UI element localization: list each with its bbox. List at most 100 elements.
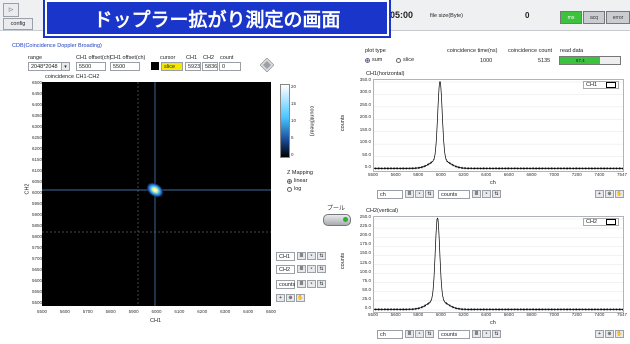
- counts-precision-icon[interactable]: ⁹: [307, 280, 316, 288]
- pool-toggle-button[interactable]: [323, 214, 351, 226]
- run-button[interactable]: ▷: [3, 3, 19, 17]
- pan-tool-icon[interactable]: ✋: [296, 294, 305, 302]
- ch1-x-tick: 7400: [594, 172, 605, 177]
- zmapping-linear-radio[interactable]: [287, 178, 292, 184]
- heatmap-y-tick: 5500: [31, 300, 42, 305]
- ch2-y-tick: 175.0: [359, 241, 371, 247]
- ch1-cursor-value-field: 5923: [185, 62, 201, 71]
- heatmap-ylabel: CH2: [24, 183, 31, 195]
- heatmap-y-tick: 5900: [31, 212, 42, 217]
- ch2-spectrum-plot[interactable]: [373, 216, 624, 313]
- zoom-tool-icon[interactable]: ⊕: [286, 294, 295, 302]
- ch1-x-ticks: 5500 5600 5800 6000 6200 6400 6600 6800 7000 7200…: [368, 172, 627, 180]
- ch2-zoom-icon[interactable]: ⊕: [605, 330, 614, 338]
- page-banner-title: ドップラー拡がり測定の画面: [45, 0, 389, 36]
- ch1-y-ticks: 350.0 300.0 250.0 200.0 150.0 100.0 50.0 0.0: [345, 77, 371, 173]
- ch1-scale-field[interactable]: CH1: [276, 252, 295, 261]
- plot-type-slice-radio[interactable]: [396, 57, 401, 63]
- ch1-autoscale-icon[interactable]: ⇅: [317, 252, 326, 260]
- heatmap-y-ticks: 6500 6450 6400 6350 6300 6250 6200 6150 6100 6050…: [31, 78, 43, 308]
- cursor-move-icon[interactable]: [259, 57, 275, 73]
- ch2-plot-title: CH2(vertical): [366, 208, 399, 214]
- ch2-y-tick: 225.0: [359, 223, 371, 229]
- cursor-color-swatch[interactable]: [151, 62, 159, 70]
- heatmap-x-tick: 6500: [265, 309, 277, 314]
- ch2-offset-input[interactable]: 5500: [110, 62, 140, 71]
- plot-type-slice-option[interactable]: slice: [396, 57, 414, 63]
- ch2-y-scale-field[interactable]: counts: [438, 330, 470, 339]
- ch2-y-tick: 125.0: [359, 259, 371, 265]
- ch2-y-format-icon[interactable]: ≣: [472, 330, 481, 338]
- range-dropdown-icon[interactable]: ▾: [61, 62, 70, 71]
- ch2-y-autoscale-icon[interactable]: ⇅: [492, 330, 501, 338]
- ch2-precision-icon[interactable]: ⁹: [307, 265, 316, 273]
- ch1-y-format-icon[interactable]: ≣: [472, 190, 481, 198]
- ch2-x-precision-icon[interactable]: ⁹: [415, 330, 424, 338]
- ch1-x-scale-field[interactable]: ch: [377, 190, 403, 199]
- ch1-pan-icon[interactable]: ✋: [615, 190, 624, 198]
- zmapping-linear-label: linear: [294, 178, 308, 184]
- ch1-legend[interactable]: CH1: [583, 81, 619, 89]
- ch2-x-format-icon[interactable]: ≣: [405, 330, 414, 338]
- ch1-x-format-icon[interactable]: ≣: [405, 190, 414, 198]
- ch1-x-autoscale-icon[interactable]: ⇅: [425, 190, 434, 198]
- ch2-x-tick: 6800: [526, 312, 537, 317]
- zmapping-log-radio[interactable]: [287, 186, 292, 192]
- read-data-label: read data: [560, 48, 584, 54]
- coincidence-peak: [145, 181, 165, 199]
- ch2-x-scale-field[interactable]: ch: [377, 330, 403, 339]
- counts-autoscale-icon[interactable]: ⇅: [317, 280, 326, 288]
- error-led: error: [606, 11, 630, 24]
- ch1-offset-input[interactable]: 5500: [76, 62, 106, 71]
- coincidence-time-value: 1000: [480, 58, 493, 64]
- ch1-spectrum-line: [374, 80, 623, 170]
- zmapping-linear-option[interactable]: linear: [287, 178, 307, 184]
- ch1-x-precision-icon[interactable]: ⁹: [415, 190, 424, 198]
- coincidence-time-label: coincidence time(ns): [447, 48, 498, 54]
- ch2-y-precision-icon[interactable]: ⁹: [482, 330, 491, 338]
- ch1-ylabel: counts: [340, 114, 347, 132]
- ch1-offset-value: 5500: [79, 63, 92, 70]
- heatmap-y-tick: 6150: [31, 157, 42, 162]
- ch1-y-precision-icon[interactable]: ⁹: [482, 190, 491, 198]
- ch1-crosshair-icon[interactable]: +: [595, 190, 604, 198]
- counts-format-icon[interactable]: ≣: [297, 280, 306, 288]
- ch2-x-tick: 7400: [594, 312, 605, 317]
- zmapping-log-option[interactable]: log: [287, 186, 301, 192]
- counts-scale-field[interactable]: counts: [276, 280, 295, 289]
- range-label: range: [28, 55, 43, 61]
- heatmap-y-tick: 6500: [31, 80, 42, 85]
- plot-type-sum-radio[interactable]: [365, 57, 370, 63]
- ch2-crosshair-icon[interactable]: +: [595, 330, 604, 338]
- ch1-y-scale-label: counts: [441, 191, 458, 198]
- tab-config[interactable]: config: [3, 18, 33, 30]
- ch1-x-scale-label: ch: [380, 191, 386, 198]
- heatmap-y-tick: 5550: [31, 289, 42, 294]
- ch2-y-tick: 25.0: [362, 295, 371, 301]
- ch1-cursor-value: 5923: [188, 63, 201, 70]
- ch2-x-tick: 6000: [435, 312, 446, 317]
- ch2-x-tick: 6400: [481, 312, 492, 317]
- ch2-x-autoscale-icon[interactable]: ⇅: [425, 330, 434, 338]
- ch2-legend[interactable]: CH2: [583, 218, 619, 226]
- heatmap-y-tick: 5600: [31, 278, 42, 283]
- ch2-x-tick: 5600: [390, 312, 401, 317]
- heatmap-y-tick: 6450: [31, 91, 42, 96]
- ch1-precision-icon[interactable]: ⁹: [307, 252, 316, 260]
- ch1-spectrum-plot[interactable]: [373, 79, 624, 172]
- ch1-zoom-icon[interactable]: ⊕: [605, 190, 614, 198]
- ch2-scale-field[interactable]: CH2: [276, 265, 295, 274]
- ch2-pan-icon[interactable]: ✋: [615, 330, 624, 338]
- heatmap-plot[interactable]: [42, 82, 271, 306]
- ch1-y-autoscale-icon[interactable]: ⇅: [492, 190, 501, 198]
- ch1-y-scale-field[interactable]: counts: [438, 190, 470, 199]
- cursor-select[interactable]: slice: [161, 62, 183, 71]
- ch2-x-tick: 6600: [503, 312, 514, 317]
- ch2-format-icon[interactable]: ≣: [297, 265, 306, 273]
- plot-type-sum-option[interactable]: sum: [365, 57, 382, 63]
- ch1-format-icon[interactable]: ≣: [297, 252, 306, 260]
- ch2-autoscale-icon[interactable]: ⇅: [317, 265, 326, 273]
- crosshair-tool-icon[interactable]: +: [276, 294, 285, 302]
- ch1-y-tick: 100.0: [359, 139, 371, 145]
- counts-scale-label: counts: [279, 281, 296, 288]
